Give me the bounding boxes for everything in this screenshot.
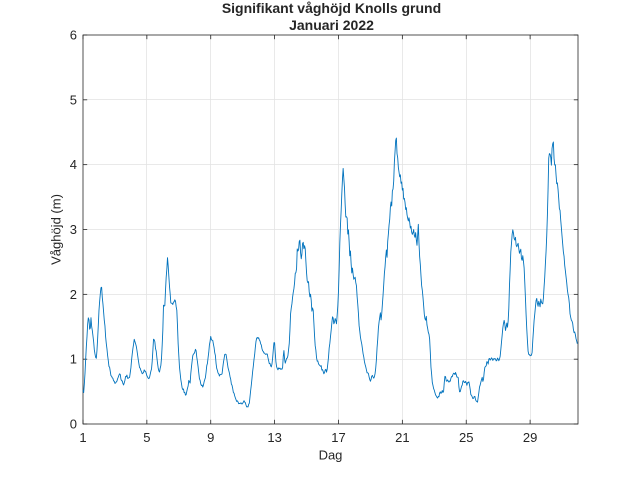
svg-text:1: 1	[79, 430, 86, 445]
svg-text:21: 21	[395, 430, 409, 445]
svg-text:Signifikant våghöjd Knolls gru: Signifikant våghöjd Knolls grund	[222, 0, 441, 16]
svg-text:1: 1	[70, 352, 77, 367]
svg-text:3: 3	[70, 222, 77, 237]
svg-text:4: 4	[70, 157, 77, 172]
svg-text:25: 25	[459, 430, 473, 445]
svg-text:0: 0	[70, 417, 77, 432]
svg-text:5: 5	[70, 92, 77, 107]
svg-text:13: 13	[267, 430, 281, 445]
svg-text:29: 29	[523, 430, 537, 445]
svg-text:5: 5	[143, 430, 150, 445]
svg-text:9: 9	[207, 430, 214, 445]
svg-text:6: 6	[70, 28, 77, 43]
svg-text:Våghöjd (m): Våghöjd (m)	[49, 194, 64, 265]
svg-text:2: 2	[70, 287, 77, 302]
svg-text:Dag: Dag	[319, 448, 343, 463]
svg-text:Januari 2022: Januari 2022	[289, 17, 374, 33]
svg-text:17: 17	[331, 430, 345, 445]
